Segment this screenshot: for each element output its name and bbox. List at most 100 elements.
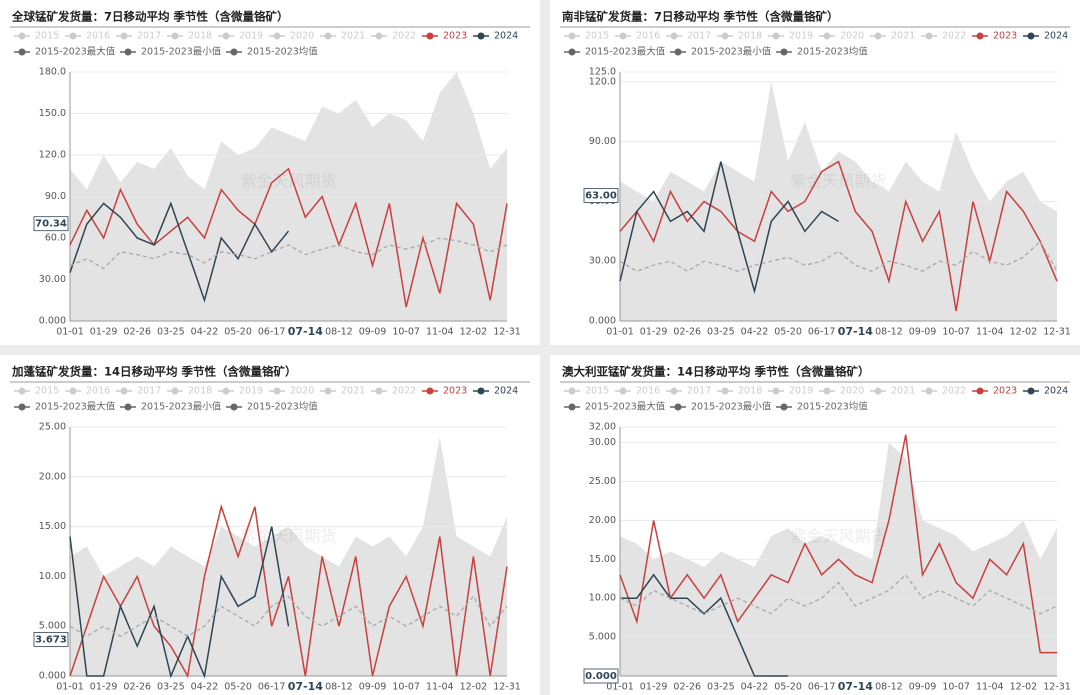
legend-label: 2020 bbox=[840, 386, 864, 397]
x-tick-label: 07-14 bbox=[838, 680, 874, 693]
x-tick-label: 09-09 bbox=[909, 327, 937, 338]
legend-dot bbox=[69, 32, 77, 40]
legend-label: 2024 bbox=[494, 386, 518, 397]
legend-dot bbox=[1027, 32, 1035, 40]
x-tick-label: 01-01 bbox=[606, 682, 634, 693]
legend-label: 2021 bbox=[341, 386, 365, 397]
legend-label: 2020 bbox=[840, 31, 864, 42]
legend-dot bbox=[230, 403, 238, 411]
series-line bbox=[69, 201, 290, 303]
legend-label: 2019 bbox=[239, 386, 263, 397]
x-tick-label: 02-26 bbox=[673, 682, 701, 693]
x-tick-label: 10-07 bbox=[942, 682, 970, 693]
chart-title: 加蓬锰矿发货量：14日移动平均 季节性（含微量铬矿） bbox=[11, 365, 297, 379]
x-tick-label: 11-04 bbox=[976, 682, 1004, 693]
chart-panel: 南非锰矿发货量：7日移动平均 季节性（含微量铬矿） 2015 2016 2017 201… bbox=[550, 0, 1080, 345]
legend-label: 2016 bbox=[636, 386, 660, 397]
x-tick-label: 01-29 bbox=[90, 327, 118, 338]
legend-dot bbox=[222, 32, 230, 40]
x-tick-label: 07-14 bbox=[838, 325, 874, 338]
x-tick-label: 03-25 bbox=[157, 682, 185, 693]
legend-dot bbox=[568, 403, 576, 411]
legend-dot bbox=[823, 32, 831, 40]
legend-dot bbox=[568, 387, 576, 395]
y-tick-label: 90.00 bbox=[589, 136, 616, 147]
x-tick-label: 03-25 bbox=[707, 682, 735, 693]
x-tick-label: 05-20 bbox=[224, 327, 252, 338]
legend-dot bbox=[874, 32, 882, 40]
legend-label: 2015-2023均值 bbox=[797, 46, 868, 58]
x-tick-label: 12-31 bbox=[1043, 327, 1071, 338]
x-tick-label: 10-07 bbox=[392, 327, 420, 338]
y-tick-label: 32.00 bbox=[589, 422, 616, 433]
legend-label: 2021 bbox=[891, 386, 915, 397]
legend-dot bbox=[925, 32, 933, 40]
legend-label: 2023 bbox=[443, 386, 467, 397]
legend-dot bbox=[976, 32, 984, 40]
legend-label: 2017 bbox=[687, 31, 711, 42]
chart-title: 全球锰矿发货量：7日移动平均 季节性（含微量铬矿） bbox=[11, 10, 289, 24]
watermark: 紫金天风期货 bbox=[790, 527, 886, 546]
x-tick-label: 01-29 bbox=[640, 682, 668, 693]
legend-label: 2024 bbox=[1044, 31, 1068, 42]
legend-label: 2022 bbox=[392, 31, 416, 42]
legend-dot bbox=[780, 48, 788, 56]
x-tick-label: 04-22 bbox=[741, 682, 769, 693]
watermark: 紫金天风期货 bbox=[790, 172, 886, 191]
series-line bbox=[619, 434, 1057, 654]
legend-label: 2017 bbox=[687, 386, 711, 397]
x-tick-label: 01-01 bbox=[606, 327, 634, 338]
legend-dot bbox=[874, 387, 882, 395]
y-tick-label: 10.00 bbox=[39, 571, 66, 582]
x-tick-label: 05-20 bbox=[774, 682, 802, 693]
legend-dot bbox=[976, 387, 984, 395]
legend-label: 2015-2023最小值 bbox=[141, 46, 222, 58]
legend-label: 2021 bbox=[341, 31, 365, 42]
x-tick-label: 03-25 bbox=[707, 327, 735, 338]
average-line bbox=[619, 240, 1058, 272]
x-tick-label: 08-12 bbox=[875, 327, 903, 338]
y-tick-label: 150.0 bbox=[39, 108, 66, 119]
legend-dot bbox=[619, 387, 627, 395]
series-line bbox=[69, 526, 290, 679]
y-tick-label: 5.000 bbox=[39, 621, 66, 632]
series-line bbox=[619, 161, 839, 295]
legend-label: 2023 bbox=[443, 31, 467, 42]
series-line bbox=[69, 503, 508, 679]
legend-dot bbox=[568, 32, 576, 40]
legend-label: 2015-2023最大值 bbox=[35, 46, 116, 58]
crosshair-box bbox=[583, 188, 619, 203]
x-tick-label: 09-09 bbox=[909, 682, 937, 693]
crosshair-label: 63.00 bbox=[585, 191, 617, 202]
x-tick-label: 04-22 bbox=[191, 682, 219, 693]
y-tick-label: 15.00 bbox=[39, 521, 66, 532]
legend-dot bbox=[171, 387, 179, 395]
legend-label: 2015-2023均值 bbox=[797, 401, 868, 413]
legend-label: 2016 bbox=[636, 31, 660, 42]
legend-dot bbox=[18, 403, 26, 411]
legend-label: 2024 bbox=[1044, 386, 1068, 397]
x-tick-label: 06-17 bbox=[808, 682, 836, 693]
x-tick-label: 12-31 bbox=[493, 327, 521, 338]
legend-dot bbox=[124, 403, 132, 411]
x-tick-label: 12-31 bbox=[1043, 682, 1071, 693]
legend-dot bbox=[426, 387, 434, 395]
legend-dot bbox=[772, 387, 780, 395]
x-tick-label: 10-07 bbox=[392, 682, 420, 693]
y-tick-label: 180.0 bbox=[39, 67, 66, 78]
x-tick-label: 04-22 bbox=[741, 327, 769, 338]
x-tick-label: 01-01 bbox=[56, 327, 84, 338]
legend-dot bbox=[324, 32, 332, 40]
x-tick-label: 06-17 bbox=[808, 327, 836, 338]
legend-label: 2015-2023均值 bbox=[247, 46, 318, 58]
crosshair-box bbox=[33, 216, 69, 232]
x-tick-label: 01-29 bbox=[640, 327, 668, 338]
x-tick-label: 10-07 bbox=[942, 327, 970, 338]
x-tick-label: 05-20 bbox=[774, 327, 802, 338]
x-tick-label: 12-02 bbox=[1010, 327, 1038, 338]
legend-label: 2015-2023最大值 bbox=[35, 401, 116, 413]
legend-label: 2022 bbox=[392, 386, 416, 397]
legend-label: 2020 bbox=[290, 386, 314, 397]
legend-dot bbox=[273, 32, 281, 40]
